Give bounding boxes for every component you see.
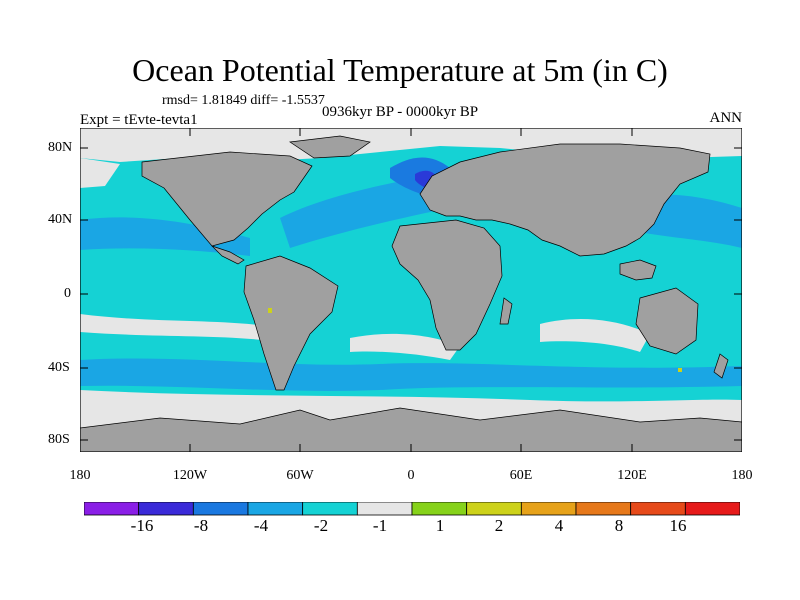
colorbar-label: 1 <box>435 516 445 535</box>
lat-label-80n: 80N <box>48 140 73 155</box>
colorbar-label: 4 <box>554 516 564 535</box>
greenland <box>289 135 371 159</box>
southern-ocean-blue <box>80 358 742 391</box>
colorbar-box <box>575 502 632 516</box>
colorbar-label: 8 <box>614 516 624 535</box>
north-pacific-blue-band <box>80 217 250 256</box>
eurasia <box>419 143 711 257</box>
lat-label-0: 0 <box>64 286 71 301</box>
lat-label-40n: 40N <box>48 212 73 227</box>
axis-ticks <box>80 128 742 452</box>
north-america <box>141 151 313 247</box>
colorbar-label: 16 <box>669 516 687 535</box>
lon-label-180e: 180 <box>731 468 753 483</box>
lon-label-60w: 60W <box>286 468 314 483</box>
lat-label-40s: 40S <box>48 360 70 375</box>
indian-ocean-near-zero <box>540 319 650 352</box>
positive-anomaly-spot <box>268 308 272 313</box>
map-plot <box>80 128 742 452</box>
colorbar-box <box>138 502 194 516</box>
colorbar-label: -16 <box>130 516 154 535</box>
madagascar <box>499 297 513 325</box>
lon-label-120e: 120E <box>617 468 647 483</box>
colorbar-label: -4 <box>253 516 269 535</box>
central-america <box>211 245 245 265</box>
colorbar-box <box>84 502 140 516</box>
north-atlantic-blue <box>280 174 450 248</box>
colorbar-box <box>466 502 522 516</box>
antarctica <box>80 407 742 452</box>
colorbar <box>84 502 740 516</box>
lon-label-60e: 60E <box>509 468 533 483</box>
positive-anomaly-spot-tasman <box>678 368 682 372</box>
maritime-continent <box>619 259 657 281</box>
colorbar-label: -8 <box>193 516 209 535</box>
colorbar-label: -2 <box>313 516 329 535</box>
period-label: 0936kyr BP - 0000kyr BP <box>322 104 479 120</box>
south-pacific-near-zero <box>80 314 280 342</box>
colorbar-label: -1 <box>372 516 388 535</box>
colorbar-box <box>630 502 686 516</box>
colorbar-box <box>192 502 249 516</box>
season-label: ANN <box>709 110 743 126</box>
experiment-label: Expt = tEvte-tevta1 <box>80 112 198 128</box>
lon-label-0: 0 <box>407 468 415 483</box>
colorbar-box <box>247 502 304 516</box>
colorbar-label: 2 <box>494 516 504 535</box>
australia <box>635 287 699 355</box>
colorbar-box <box>302 502 358 516</box>
map-title: Ocean Potential Temperature at 5m (in C) <box>132 52 668 88</box>
northwest-pacific-blue <box>640 194 742 248</box>
colorbar-box <box>520 502 577 516</box>
africa <box>391 219 503 351</box>
colorbar-box <box>356 502 413 516</box>
south-atlantic-near-zero <box>350 333 460 360</box>
lon-label-180w: 180 <box>69 468 91 483</box>
south-america <box>243 255 339 391</box>
stats-text: rmsd= 1.81849 diff= -1.5537 <box>162 93 325 108</box>
lat-label-80s: 80S <box>48 432 70 447</box>
colorbar-box <box>411 502 468 516</box>
lon-label-120w: 120W <box>172 468 208 483</box>
north-pacific-near-zero <box>80 158 120 188</box>
new-zealand <box>713 353 729 379</box>
colorbar-box <box>684 502 740 516</box>
